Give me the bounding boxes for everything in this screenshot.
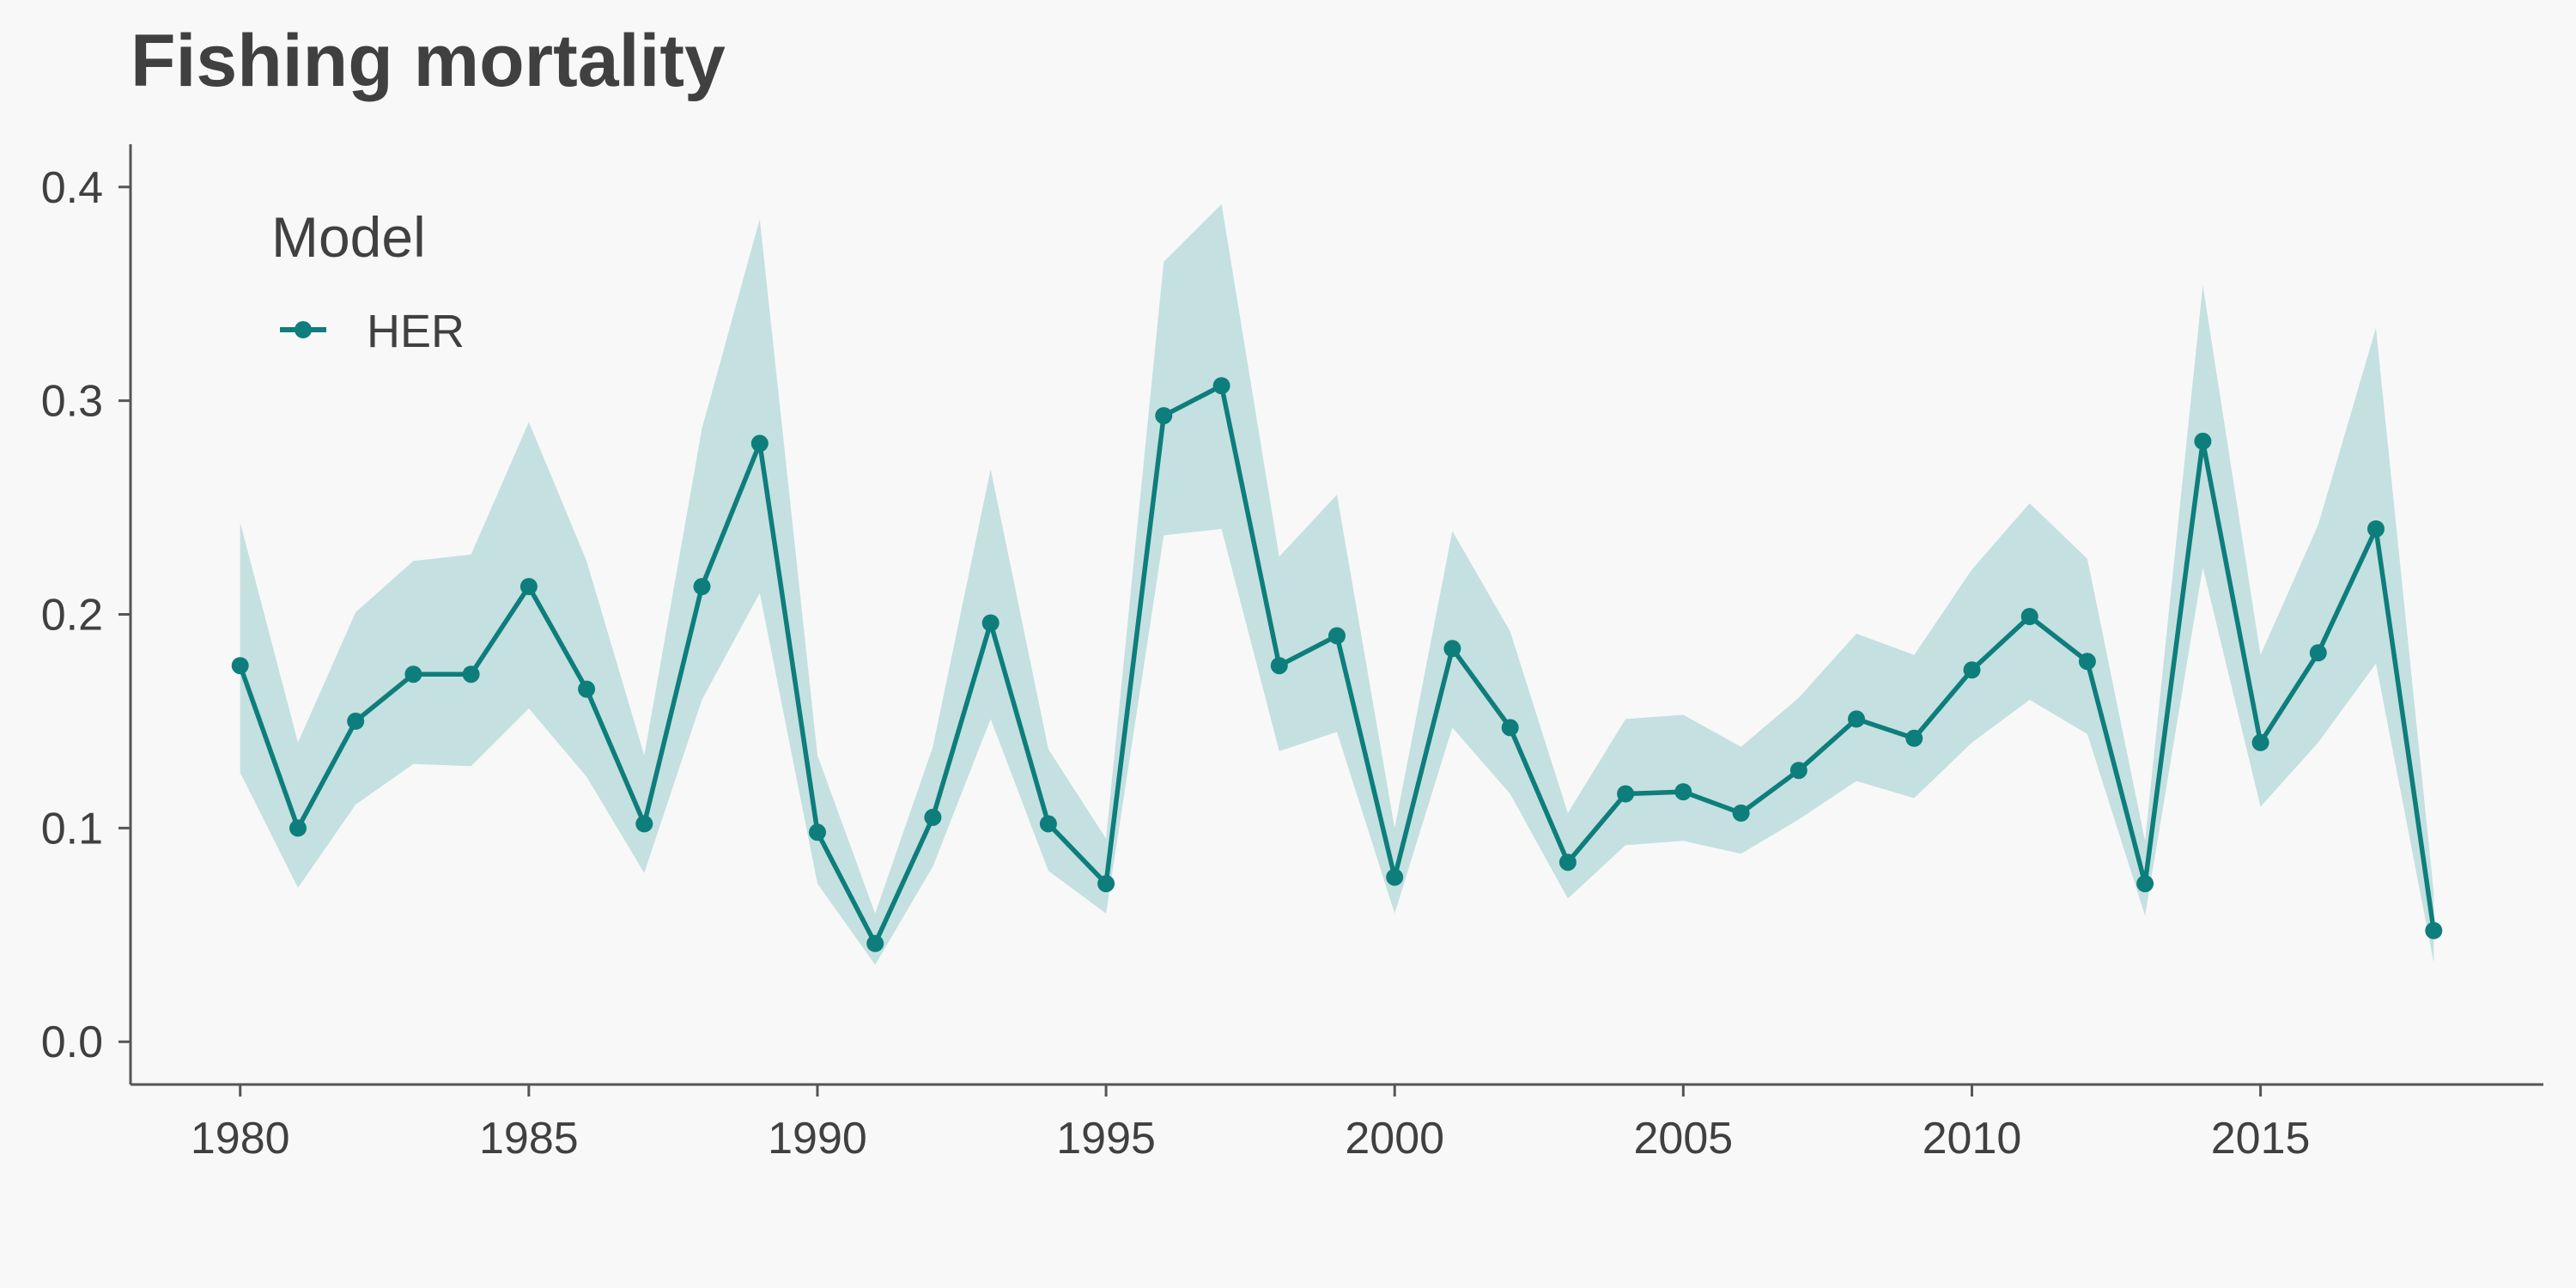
data-point bbox=[866, 934, 884, 952]
legend-item-her: HER bbox=[367, 306, 465, 357]
data-point bbox=[347, 712, 365, 730]
data-point bbox=[1617, 785, 1635, 803]
data-point bbox=[231, 657, 249, 675]
data-point bbox=[1328, 627, 1346, 645]
legend: Model HER bbox=[271, 205, 465, 357]
data-point bbox=[2020, 608, 2038, 625]
y-tick-label: 0.3 bbox=[41, 377, 103, 427]
data-point bbox=[981, 614, 999, 632]
data-point bbox=[635, 815, 653, 833]
data-point bbox=[1848, 710, 1865, 728]
data-point bbox=[1270, 657, 1288, 675]
data-point bbox=[578, 680, 596, 698]
data-point bbox=[924, 808, 942, 826]
confidence-band-her bbox=[240, 204, 2434, 965]
data-point bbox=[750, 434, 769, 453]
data-point bbox=[1039, 815, 1057, 833]
x-tick-label: 1980 bbox=[191, 1114, 290, 1163]
y-tick-label: 0.2 bbox=[41, 591, 103, 641]
data-point bbox=[2251, 733, 2269, 751]
data-point bbox=[1386, 868, 1404, 886]
data-point bbox=[1674, 783, 1692, 801]
data-point bbox=[289, 819, 307, 837]
plot-area bbox=[231, 204, 2443, 965]
data-point bbox=[519, 578, 538, 596]
data-point bbox=[693, 578, 711, 596]
x-tick-label: 1990 bbox=[768, 1114, 867, 1163]
y-tick-label: 0.1 bbox=[41, 804, 103, 854]
data-point bbox=[2078, 653, 2096, 671]
data-point bbox=[462, 665, 480, 683]
x-tick-label: 2010 bbox=[1923, 1114, 2022, 1163]
data-point bbox=[1963, 661, 1981, 679]
data-point bbox=[2136, 875, 2154, 893]
x-tick-label: 2015 bbox=[2211, 1114, 2311, 1163]
data-point bbox=[1212, 377, 1230, 395]
data-point bbox=[2194, 432, 2212, 450]
data-point bbox=[2367, 520, 2385, 538]
y-tick-label: 0.4 bbox=[41, 163, 103, 213]
x-tick-label: 2000 bbox=[1345, 1114, 1444, 1163]
data-point bbox=[2309, 644, 2327, 662]
data-point bbox=[1097, 875, 1115, 893]
data-point bbox=[1558, 854, 1577, 872]
x-tick-label: 1985 bbox=[479, 1114, 579, 1163]
data-point bbox=[1155, 407, 1173, 425]
y-tick-label: 0.0 bbox=[41, 1018, 103, 1067]
data-point bbox=[2425, 921, 2443, 939]
legend-title: Model bbox=[271, 205, 426, 269]
axes: 1980 1985 1990 1995 2000 2005 2010 2015 0.0 0.1 0.… bbox=[41, 144, 2543, 1163]
data-point bbox=[1443, 640, 1461, 658]
data-point bbox=[1789, 762, 1807, 780]
data-point bbox=[809, 823, 826, 841]
x-tick-label: 2005 bbox=[1634, 1114, 1734, 1163]
data-point bbox=[1501, 719, 1519, 737]
chart-title: Fishing mortality bbox=[131, 20, 726, 102]
legend-key-point bbox=[295, 321, 312, 338]
data-point bbox=[404, 665, 422, 683]
x-tick-label: 1995 bbox=[1056, 1114, 1156, 1163]
data-point bbox=[1905, 729, 1923, 747]
data-point bbox=[1732, 804, 1750, 822]
